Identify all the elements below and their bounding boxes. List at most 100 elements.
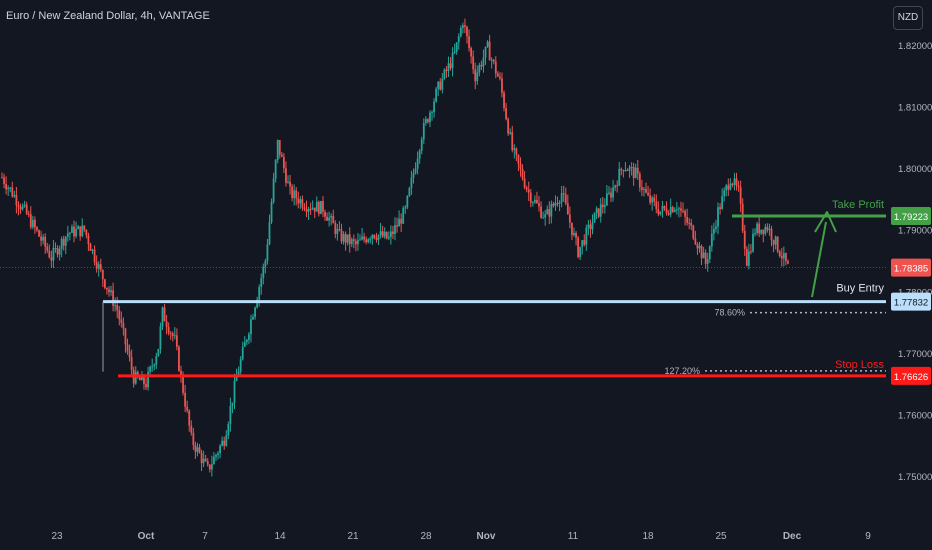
candle-body — [50, 257, 53, 261]
candle-body — [233, 381, 236, 403]
candle-body — [344, 234, 347, 243]
candle-body — [457, 36, 460, 43]
candle-body — [552, 203, 555, 206]
candle-body — [317, 202, 320, 214]
candle-body — [330, 215, 333, 218]
candle-body — [85, 229, 88, 236]
candle-body — [739, 187, 742, 204]
candle-body — [101, 269, 104, 280]
candle-body — [470, 48, 473, 57]
candle-body — [404, 207, 407, 209]
candle-body — [643, 188, 645, 190]
candle-body — [202, 458, 205, 464]
candle-body — [243, 342, 246, 347]
candle-body — [412, 173, 415, 178]
candle-body — [147, 371, 149, 388]
candle-body — [155, 356, 158, 365]
candle-body — [665, 208, 668, 214]
candle-body — [383, 231, 386, 237]
candle-body — [75, 229, 77, 237]
candle-body — [161, 307, 164, 327]
candle-body — [206, 461, 209, 465]
candle-body — [624, 170, 627, 172]
candle-body — [682, 210, 684, 212]
candle-body — [149, 366, 152, 372]
candle-body — [1, 177, 3, 179]
currency-button[interactable]: NZD — [893, 6, 923, 30]
candle-body — [264, 260, 267, 267]
candle-body — [373, 234, 376, 238]
candle-body — [533, 199, 536, 203]
candle-body — [416, 158, 419, 169]
candle-body — [645, 188, 647, 193]
candle-body — [87, 235, 90, 245]
candle-body — [280, 154, 283, 157]
candle-body — [108, 289, 110, 293]
candle-body — [704, 252, 707, 264]
candle-body — [352, 239, 355, 242]
candle-body — [651, 197, 654, 203]
time-tick-label: 9 — [865, 531, 871, 542]
candle-body — [760, 229, 763, 234]
candle-body — [659, 211, 662, 215]
candle-body — [690, 223, 693, 226]
overlays-layer: Take Profit Buy Entry 78.60% Stop Loss 127.2… — [0, 199, 886, 378]
candle-body — [680, 208, 682, 211]
candle-body — [657, 208, 660, 215]
candle-body — [398, 218, 400, 227]
target-arrow-shaft — [811, 221, 827, 298]
candle-body — [301, 199, 304, 208]
candle-body — [597, 208, 600, 217]
candle-body — [46, 246, 49, 251]
candle-body — [295, 190, 298, 199]
candle-body — [31, 219, 34, 228]
candle-body — [507, 119, 510, 134]
candle-body — [309, 208, 312, 210]
candle-body — [276, 140, 279, 160]
candle-body — [406, 195, 409, 208]
candle-body — [610, 192, 612, 198]
fib-127-label: 127.20% — [664, 366, 700, 376]
candle-body — [737, 185, 740, 188]
candle-body — [747, 251, 750, 266]
candle-body — [608, 192, 610, 194]
time-tick-label: 28 — [420, 531, 432, 542]
candle-body — [252, 316, 254, 320]
candle-body — [474, 69, 477, 82]
candle-body — [392, 231, 394, 234]
candle-body — [686, 216, 689, 223]
candle-body — [77, 226, 80, 230]
candle-body — [603, 205, 606, 208]
candle-body — [758, 223, 761, 234]
candle-body — [165, 321, 168, 328]
candle-body — [134, 371, 137, 384]
candle-body — [217, 453, 219, 455]
candle-body — [106, 287, 108, 290]
candle-body — [464, 25, 466, 27]
candle-body — [120, 319, 123, 323]
candle-body — [671, 207, 674, 212]
candle-body — [750, 251, 752, 253]
candle-body — [287, 181, 289, 183]
price-tick-label: 1.75000 — [898, 472, 932, 483]
candle-body — [112, 290, 115, 306]
candle-body — [389, 231, 392, 238]
candle-body — [200, 452, 203, 464]
candle-body — [517, 154, 520, 164]
candle-body — [700, 245, 703, 259]
candle-body — [324, 211, 326, 217]
candle-body — [145, 384, 147, 388]
candle-body — [702, 252, 705, 259]
candle-body — [692, 225, 695, 239]
candle-body — [754, 232, 756, 234]
time-tick-label: Oct — [138, 531, 155, 542]
candle-body — [83, 225, 86, 230]
candle-body — [472, 56, 475, 70]
candle-body — [496, 73, 499, 77]
candle-body — [733, 178, 736, 186]
candle-body — [414, 168, 417, 174]
candle-body — [268, 222, 271, 245]
candle-body — [260, 277, 263, 288]
candle-body — [612, 187, 614, 198]
